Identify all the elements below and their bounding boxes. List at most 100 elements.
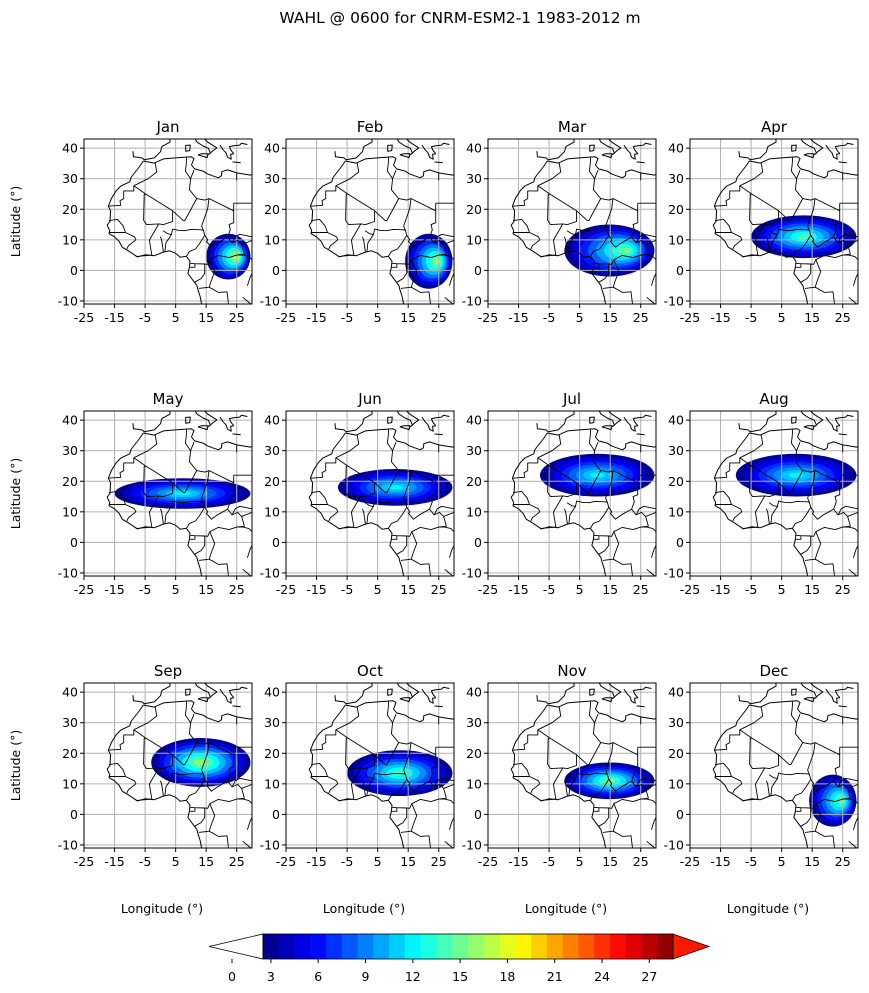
country-border — [133, 706, 158, 731]
x-tick-label: 5 — [778, 310, 786, 325]
colorbar-segment — [310, 934, 327, 959]
x-tick-label: -15 — [104, 310, 124, 325]
x-tick-label: 15 — [400, 310, 416, 325]
heat-layer — [347, 750, 453, 797]
country-border — [847, 511, 858, 517]
country-border — [800, 808, 812, 827]
country-border — [448, 545, 454, 558]
country-border — [443, 239, 454, 245]
country-border — [563, 508, 568, 525]
coastline — [106, 432, 203, 576]
country-border — [398, 198, 437, 212]
country-border — [108, 185, 135, 207]
country-border — [172, 429, 198, 494]
colorbar-tick-label: 18 — [499, 969, 515, 984]
x-tick-label: -15 — [710, 582, 730, 597]
coastline — [547, 428, 656, 451]
country-border — [231, 777, 252, 788]
coastline — [536, 139, 585, 161]
y-tick-label: 30 — [668, 443, 684, 458]
map-lines — [308, 411, 454, 576]
coastline — [738, 139, 787, 161]
coastline — [825, 686, 854, 704]
country-border — [337, 495, 362, 530]
y-tick-label: 0 — [70, 807, 78, 822]
y-tick-label: -10 — [58, 293, 78, 308]
panel-title: Mar — [558, 118, 587, 136]
coastline — [219, 414, 248, 432]
country-border — [574, 500, 610, 529]
colorbar-tick-label: 21 — [547, 969, 563, 984]
x-tick-label: 15 — [400, 854, 416, 869]
coastline — [536, 411, 585, 433]
coastline — [132, 683, 181, 705]
country-border — [563, 780, 568, 797]
y-tick-label: 20 — [62, 746, 78, 761]
country-border — [802, 198, 841, 212]
country-border — [398, 470, 437, 484]
coastline — [219, 142, 248, 160]
x-tick-label: -15 — [710, 310, 730, 325]
y-tick-label: 30 — [62, 715, 78, 730]
country-border — [842, 526, 858, 533]
country-border — [800, 264, 812, 283]
heat-contour — [590, 472, 605, 478]
y-axis-label: Latitude (°) — [8, 458, 23, 529]
country-border — [852, 545, 858, 558]
country-border — [778, 701, 804, 766]
country-border — [600, 470, 639, 484]
country-border — [133, 185, 174, 226]
x-tick-label: -15 — [306, 854, 326, 869]
y-tick-label: 20 — [264, 202, 280, 217]
country-border — [327, 776, 339, 794]
x-tick-label: 25 — [835, 582, 851, 597]
y-tick-label: -10 — [58, 565, 78, 580]
y-tick-label: -10 — [462, 565, 482, 580]
panel-frame — [689, 138, 859, 305]
country-border — [814, 830, 835, 848]
country-border — [398, 742, 437, 756]
y-tick-label: 30 — [668, 171, 684, 186]
country-border — [170, 228, 206, 257]
colorbar-tick-label: 24 — [594, 969, 610, 984]
x-tick-label: 5 — [172, 854, 180, 869]
country-border — [433, 777, 454, 788]
panel-title: Sep — [154, 662, 182, 680]
y-tick-label: 10 — [264, 776, 280, 791]
country-border — [814, 558, 835, 576]
x-tick-label: -25 — [680, 310, 700, 325]
country-border — [204, 482, 235, 520]
y-axis-label: Latitude (°) — [8, 730, 23, 801]
colorbar-segment — [594, 934, 611, 959]
country-border — [196, 198, 235, 212]
coastline — [334, 683, 383, 705]
y-tick-label: -10 — [664, 837, 684, 852]
panel-may: May -25 -15 -5 5 15 25 -10 0 10 20 30 40 Latitude (°) — [8, 390, 253, 597]
country-border — [196, 470, 235, 484]
country-border — [765, 508, 770, 525]
country-border — [714, 762, 732, 777]
coastline — [510, 160, 607, 304]
country-border — [403, 198, 412, 231]
coastline — [106, 704, 203, 848]
country-border — [529, 504, 541, 522]
y-tick-label: 40 — [264, 413, 280, 428]
island — [803, 153, 815, 159]
country-border — [159, 508, 164, 525]
x-tick-label: -25 — [74, 310, 94, 325]
coastline — [749, 700, 858, 723]
country-border — [374, 157, 400, 222]
x-tick-label: -15 — [104, 582, 124, 597]
country-border — [529, 232, 541, 250]
country-border — [795, 263, 802, 268]
y-tick-label: 0 — [474, 263, 482, 278]
country-border — [391, 442, 397, 452]
colorbar-segment — [389, 934, 406, 959]
coastline — [396, 411, 420, 428]
panel-frame — [689, 410, 859, 577]
x-tick-label: -15 — [508, 310, 528, 325]
y-tick-label: 20 — [62, 474, 78, 489]
country-border — [443, 511, 454, 517]
country-border — [810, 754, 841, 792]
country-border — [837, 233, 858, 244]
